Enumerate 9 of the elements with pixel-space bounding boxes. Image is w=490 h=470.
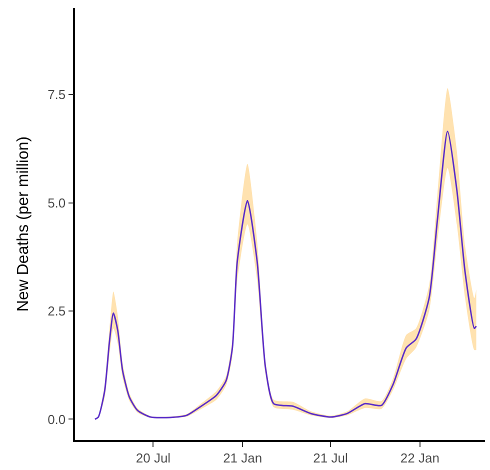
x-tick-label: 21 Jan [223, 450, 262, 466]
x-tick-label: 22 Jan [400, 450, 440, 466]
x-tick-label: 20 Jul [136, 450, 171, 466]
y-tick-label: 2.5 [48, 304, 66, 319]
y-tick-label: 5.0 [48, 195, 66, 210]
y-axis-title: New Deaths (per million) [14, 136, 32, 312]
x-tick-label: 21 Jul [313, 450, 348, 466]
y-tick-label: 7.5 [48, 87, 66, 102]
y-tick-label: 0.0 [48, 412, 66, 427]
